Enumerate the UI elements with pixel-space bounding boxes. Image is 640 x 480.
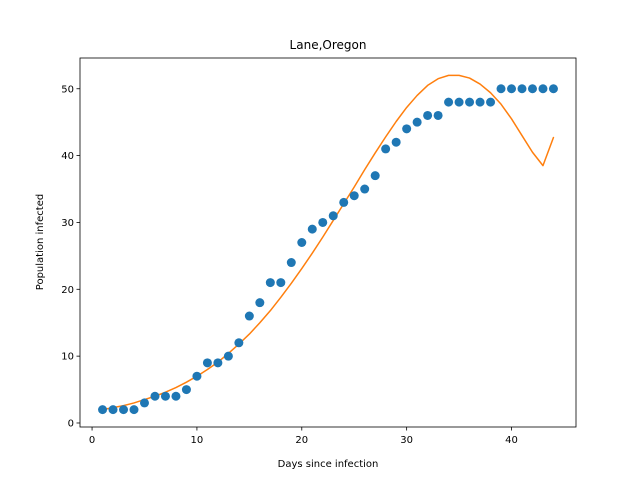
data-point — [433, 110, 443, 120]
data-point — [538, 84, 548, 94]
data-point — [276, 278, 286, 288]
fit-curve-line — [101, 74, 555, 411]
data-point — [213, 358, 223, 368]
data-point — [465, 97, 475, 107]
data-point — [496, 84, 506, 94]
data-point — [381, 144, 391, 154]
data-point — [265, 278, 275, 288]
data-point — [527, 84, 537, 94]
data-point — [339, 197, 349, 207]
data-point — [548, 84, 558, 94]
data-point — [202, 358, 212, 368]
chart-title: Lane,Oregon — [290, 38, 367, 52]
data-point — [454, 97, 464, 107]
data-point — [307, 224, 317, 234]
data-point — [234, 338, 244, 348]
data-point — [129, 405, 139, 415]
x-tick-label: 0 — [89, 435, 95, 446]
data-point — [223, 351, 233, 361]
data-point — [98, 405, 108, 415]
data-point — [286, 258, 296, 268]
axes: 0 10 20 30 40 0 10 20 30 40 50 — [61, 57, 577, 446]
plot-area — [98, 74, 558, 415]
data-point — [349, 191, 359, 201]
data-point — [139, 398, 149, 408]
data-point — [517, 84, 527, 94]
data-point — [486, 97, 496, 107]
data-point — [412, 117, 422, 127]
data-point — [244, 311, 254, 321]
data-point — [119, 405, 129, 415]
y-tick-label: 50 — [61, 84, 74, 95]
data-point — [402, 124, 412, 134]
x-tick-label: 40 — [505, 435, 518, 446]
y-tick-label: 20 — [61, 285, 74, 296]
data-point — [181, 385, 191, 395]
data-point — [160, 391, 170, 401]
y-axis-title: Population infected — [35, 194, 46, 290]
x-tick-label: 20 — [295, 435, 308, 446]
data-point — [192, 371, 202, 381]
data-point — [391, 137, 401, 147]
data-point — [507, 84, 517, 94]
data-point — [475, 97, 485, 107]
y-tick-label: 30 — [61, 218, 74, 229]
data-point — [297, 238, 307, 247]
x-axis-title: Days since infection — [278, 459, 379, 470]
data-point — [150, 391, 160, 401]
y-tick-label: 0 — [68, 418, 74, 429]
data-point — [171, 391, 181, 401]
y-tick-label: 40 — [61, 151, 74, 162]
data-point — [108, 405, 118, 415]
y-tick-label: 10 — [61, 352, 74, 363]
data-point — [318, 217, 328, 227]
data-point — [360, 184, 370, 194]
axes-frame — [79, 57, 577, 428]
data-point — [370, 171, 380, 181]
x-tick-label: 10 — [191, 435, 204, 446]
data-point — [444, 97, 454, 107]
data-point — [328, 211, 338, 221]
data-point — [423, 110, 433, 120]
data-point — [255, 298, 265, 308]
x-tick-label: 30 — [400, 435, 413, 446]
